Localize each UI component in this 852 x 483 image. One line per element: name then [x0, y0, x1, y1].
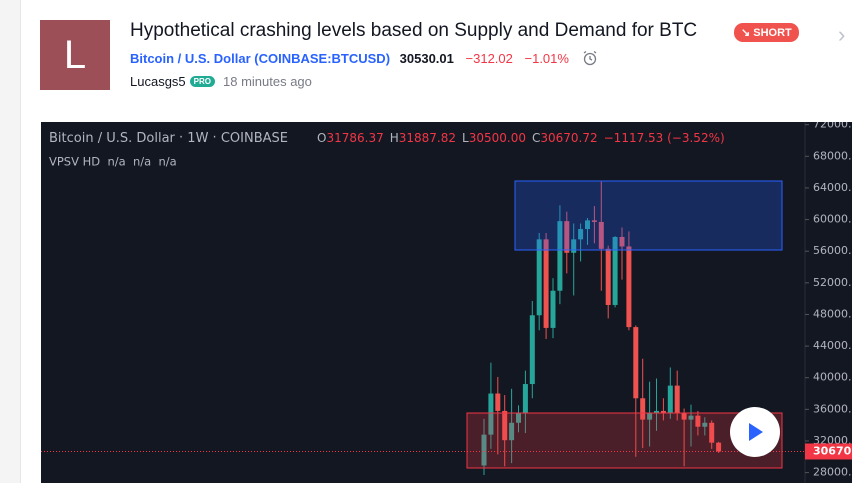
candle-body: [509, 422, 515, 441]
candle-body: [688, 415, 694, 420]
ohlc-value: 30670.72: [540, 131, 597, 145]
y-tick-label: 52000.0: [813, 276, 852, 289]
short-badge: ↘ SHORT: [734, 23, 799, 42]
candle-body: [702, 422, 708, 427]
price: 30530.01: [399, 51, 454, 66]
change-pct: −1.01%: [524, 51, 569, 66]
avatar[interactable]: L: [40, 20, 110, 90]
last-price-label: 30670.7: [813, 444, 852, 457]
candle-body: [626, 246, 632, 328]
candle-body: [647, 412, 653, 420]
candle-body: [674, 385, 680, 414]
price-axis: 72000.0 68000.0 64000.0 60000.0 56000.0 52000…: [41, 122, 852, 479]
candle-body: [516, 413, 521, 423]
candle-body: [481, 434, 487, 466]
ohlc-letter: H: [390, 131, 399, 145]
ohlc-letter: O: [317, 131, 326, 145]
candle-body: [633, 327, 639, 399]
candle-body: [716, 442, 722, 452]
author[interactable]: Lucasgs5: [130, 74, 186, 89]
chart: 72000.0 68000.0 64000.0 60000.0 56000.0 52000…: [41, 122, 852, 483]
candle-body: [502, 410, 508, 441]
author-row: Lucasgs5 PRO 18 minutes ago: [130, 74, 312, 89]
symbol-row: Bitcoin / U.S. Dollar (COINBASE:BTCUSD) …: [130, 50, 601, 66]
last-price-tag: [805, 443, 852, 460]
alarm-icon[interactable]: [581, 50, 601, 66]
legend-ohlc: O31786.37 H31887.82 L30500.00 C30670.72 −111…: [317, 131, 725, 145]
ohlc-letter: L: [462, 131, 469, 145]
candle-body: [709, 422, 715, 443]
pro-badge: PRO: [189, 76, 215, 87]
candle-body: [564, 221, 570, 253]
candle-body: [619, 236, 625, 247]
candle-body: [529, 315, 535, 385]
candle-body: [591, 220, 597, 222]
candle-body: [585, 220, 590, 230]
next-arrow[interactable]: ›: [838, 22, 846, 47]
y-tick-label: 36000.0: [813, 402, 852, 415]
candle-body: [550, 290, 556, 328]
side-strip: [0, 0, 21, 483]
candle-body: [495, 393, 501, 411]
candle-body: [660, 410, 666, 414]
change: −312.02: [465, 51, 513, 66]
candle-body: [488, 393, 494, 435]
candle-body: [598, 221, 604, 249]
play-icon: [749, 423, 763, 441]
legend-exchange: COINBASE: [221, 131, 288, 146]
y-tick-label: 64000.0: [813, 181, 852, 194]
y-tick-label: 48000.0: [813, 307, 852, 320]
chart-bg: [41, 122, 852, 483]
y-tick-label: 44000.0: [813, 339, 852, 352]
demand-zone: [466, 412, 783, 469]
y-tick-label: 56000.0: [813, 244, 852, 257]
candle-body: [536, 239, 542, 316]
ohlc-value: 31887.82: [399, 131, 456, 145]
ohlc-value: 30500.00: [469, 131, 526, 145]
candle-body: [522, 384, 528, 414]
ohlc-value: 31786.37: [326, 131, 383, 145]
supply-zone: [514, 180, 783, 251]
y-tick-label: 72000.0: [813, 122, 852, 131]
candle-body: [681, 413, 687, 420]
candle-body: [605, 248, 611, 305]
symbol-code[interactable]: (COINBASE:BTCUSD): [254, 51, 391, 66]
time-ago: 18 minutes ago: [223, 74, 312, 89]
ohlc-letter: C: [532, 131, 540, 145]
candle-body: [612, 236, 618, 305]
idea-title[interactable]: Hypothetical crashing levels based on Su…: [130, 20, 698, 41]
symbol-name[interactable]: Bitcoin / U.S. Dollar: [130, 51, 251, 66]
candle-body: [667, 385, 673, 414]
badge-text: SHORT: [753, 27, 792, 39]
ohlc-change: −1117.53 (−3.52%): [604, 131, 725, 145]
candle-body: [571, 239, 577, 253]
candles: [481, 181, 722, 475]
candle-body: [578, 229, 584, 240]
candle-body: [557, 221, 563, 291]
y-tick-label: 60000.0: [813, 213, 852, 226]
legend-interval: 1W: [187, 131, 208, 146]
y-tick-label: 28000.0: [813, 466, 852, 479]
candle-body: [543, 239, 549, 328]
legend-symbol: Bitcoin / U.S. Dollar · 1W · COINBASE: [49, 131, 288, 146]
indicator: VPSV HD n/a n/a n/a: [49, 155, 177, 169]
y-tick-label: 68000.0: [813, 149, 852, 162]
y-tick-label: 40000.0: [813, 371, 852, 384]
candle-body: [640, 398, 646, 420]
legend-symbol-name: Bitcoin / U.S. Dollar: [49, 131, 176, 146]
candle-body: [695, 415, 701, 427]
candle-body: [654, 410, 659, 413]
